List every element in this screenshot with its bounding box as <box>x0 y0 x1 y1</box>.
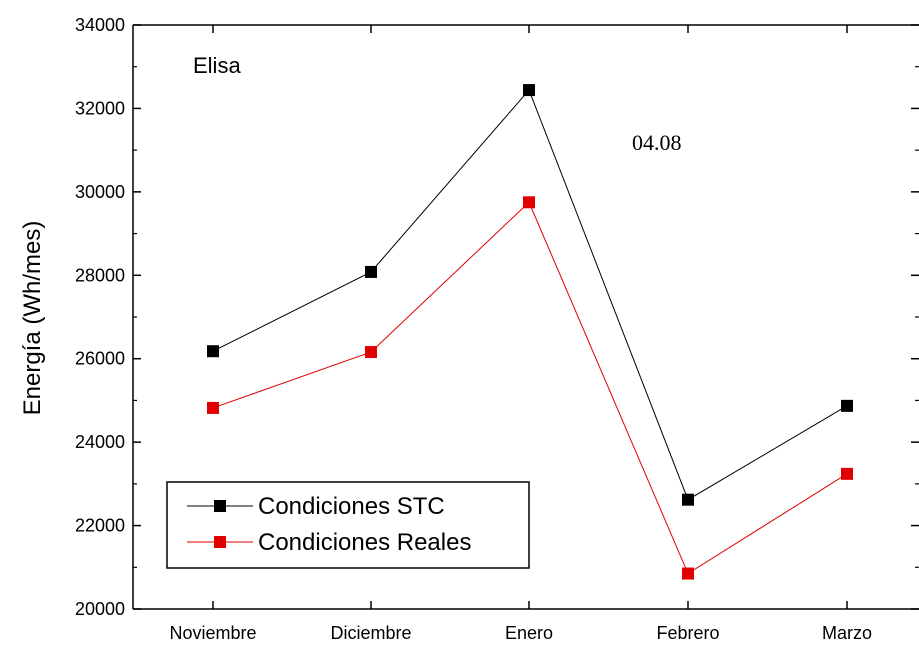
series-reales <box>207 196 853 580</box>
data-point-marker <box>523 196 535 209</box>
series-line <box>212 89 848 501</box>
series-stc <box>207 84 853 506</box>
x-tick-label: Diciembre <box>330 623 411 643</box>
legend: Condiciones STC Condiciones Reales <box>166 481 530 569</box>
y-tick-label: 30000 <box>75 182 125 202</box>
legend-label: Condiciones Reales <box>258 529 471 556</box>
y-axis-title: Energía (Wh/mes) <box>19 221 46 416</box>
x-axis-ticks: Noviembre Diciembre Enero Febrero Marzo <box>169 25 872 643</box>
y-tick-label: 24000 <box>75 432 125 452</box>
data-point-marker <box>365 265 377 278</box>
y-tick-label: 26000 <box>75 349 125 369</box>
data-point-marker <box>365 346 377 359</box>
legend-marker <box>214 500 226 512</box>
series-layer <box>207 84 853 580</box>
x-tick-label: Enero <box>505 623 553 643</box>
data-point-marker <box>841 399 853 412</box>
x-tick-label: Noviembre <box>169 623 256 643</box>
y-tick-label: 20000 <box>75 599 125 619</box>
data-point-marker <box>841 467 853 480</box>
annotation-date: 04.08 <box>632 130 682 155</box>
legend-marker <box>214 536 226 548</box>
legend-label: Condiciones STC <box>258 493 445 520</box>
y-tick-label: 22000 <box>75 516 125 536</box>
x-tick-label: Febrero <box>656 623 719 643</box>
data-point-marker <box>523 84 535 97</box>
data-point-marker <box>682 493 694 506</box>
y-tick-label: 28000 <box>75 265 125 285</box>
data-point-marker <box>207 345 219 358</box>
data-point-marker <box>207 401 219 414</box>
y-tick-label: 34000 <box>75 15 125 35</box>
data-point-marker <box>682 567 694 580</box>
annotation-elisa: Elisa <box>193 53 241 78</box>
y-tick-label: 32000 <box>75 98 125 118</box>
x-tick-label: Marzo <box>822 623 872 643</box>
y-axis-ticks: 20000 22000 24000 26000 28000 30000 32000 34000 <box>75 15 919 619</box>
legend-box <box>166 481 530 569</box>
